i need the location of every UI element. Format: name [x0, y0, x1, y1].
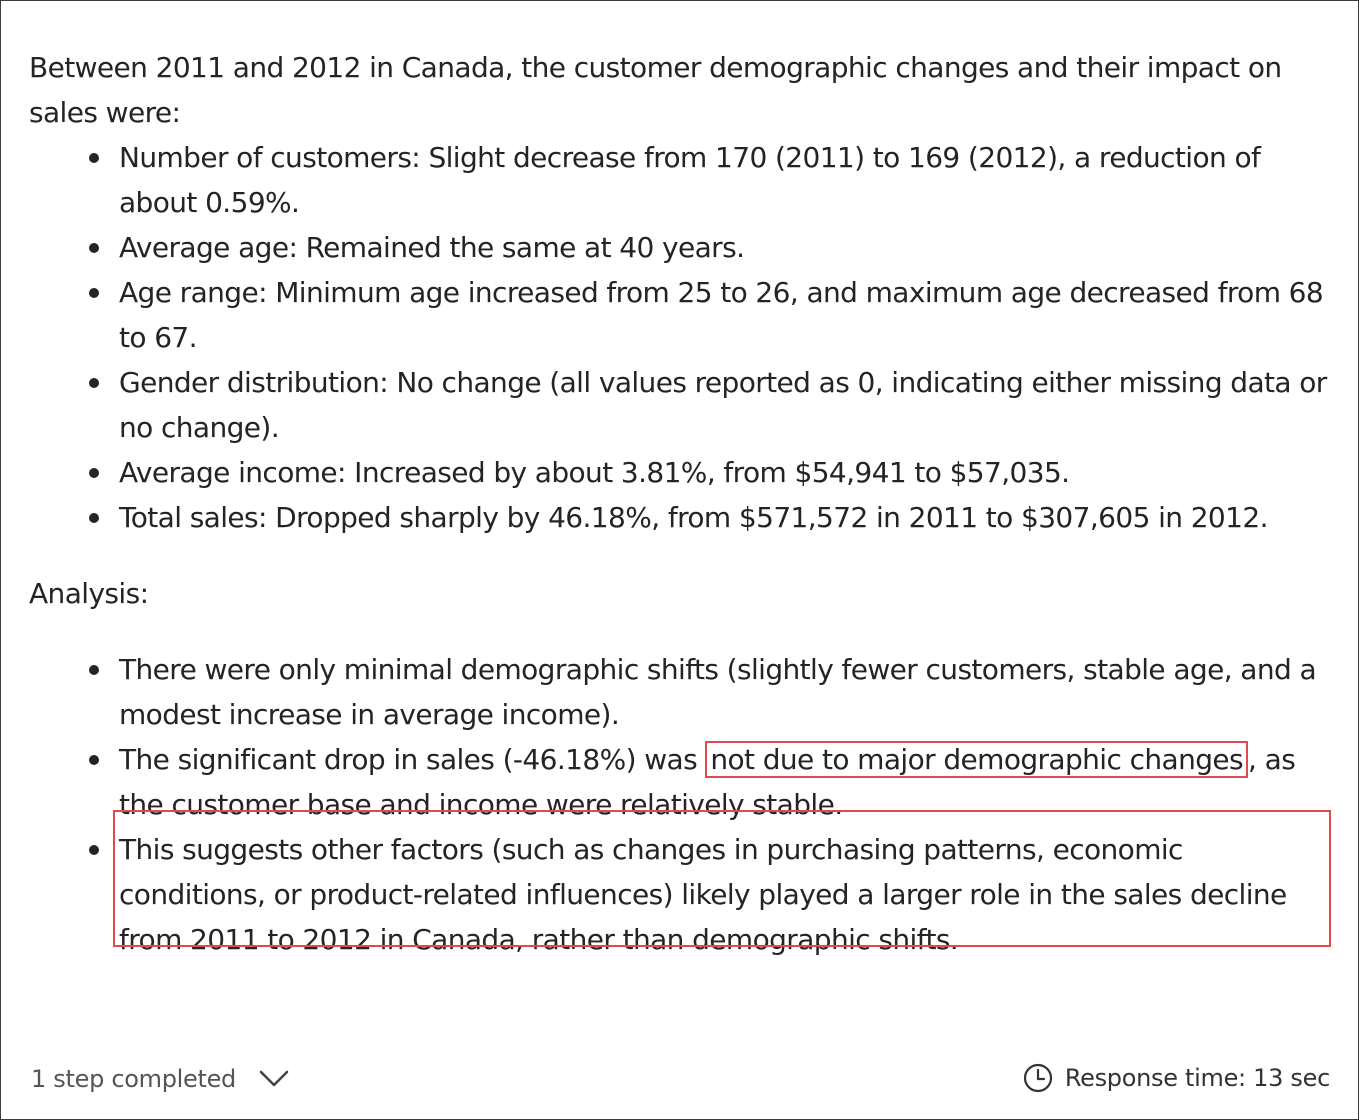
response-footer: 1 step completed Response time: 13 sec: [1, 1057, 1359, 1105]
response-time-label: Response time: 13 sec: [1064, 1064, 1330, 1092]
analysis-text: , as the customer base and income were r…: [119, 743, 1296, 821]
analysis-text: The significant drop in sales (-46.18%) …: [119, 743, 706, 776]
highlighted-phrase: not due to major demographic changes: [705, 741, 1249, 778]
list-item: Gender distribution: No change (all valu…: [89, 360, 1329, 450]
intro-paragraph: Between 2011 and 2012 in Canada, the cus…: [29, 51, 1282, 129]
analysis-heading: Analysis:: [29, 577, 149, 610]
steps-toggle[interactable]: 1 step completed: [31, 1065, 290, 1093]
chevron-down-icon: [259, 1070, 289, 1087]
response-time: Response time: 13 sec: [1023, 1063, 1330, 1093]
list-item: Number of customers: Slight decrease fro…: [89, 135, 1329, 225]
highlighted-list-item: This suggests other factors (such as cha…: [89, 810, 1331, 962]
analysis-list: There were only minimal demographic shif…: [29, 647, 1331, 962]
list-item: Average age: Remained the same at 40 yea…: [89, 225, 1329, 270]
clock-icon: [1023, 1063, 1052, 1093]
list-item: The significant drop in sales (-46.18%) …: [89, 737, 1329, 827]
list-item: Age range: Minimum age increased from 25…: [89, 270, 1329, 360]
response-content: Between 2011 and 2012 in Canada, the cus…: [29, 45, 1331, 962]
analysis-text: This suggests other factors (such as cha…: [119, 833, 1287, 956]
list-item: Average income: Increased by about 3.81%…: [89, 450, 1329, 495]
list-item: Total sales: Dropped sharply by 46.18%, …: [89, 495, 1329, 540]
list-item: There were only minimal demographic shif…: [89, 647, 1329, 737]
steps-label: 1 step completed: [31, 1065, 236, 1093]
changes-list: Number of customers: Slight decrease fro…: [29, 135, 1329, 540]
